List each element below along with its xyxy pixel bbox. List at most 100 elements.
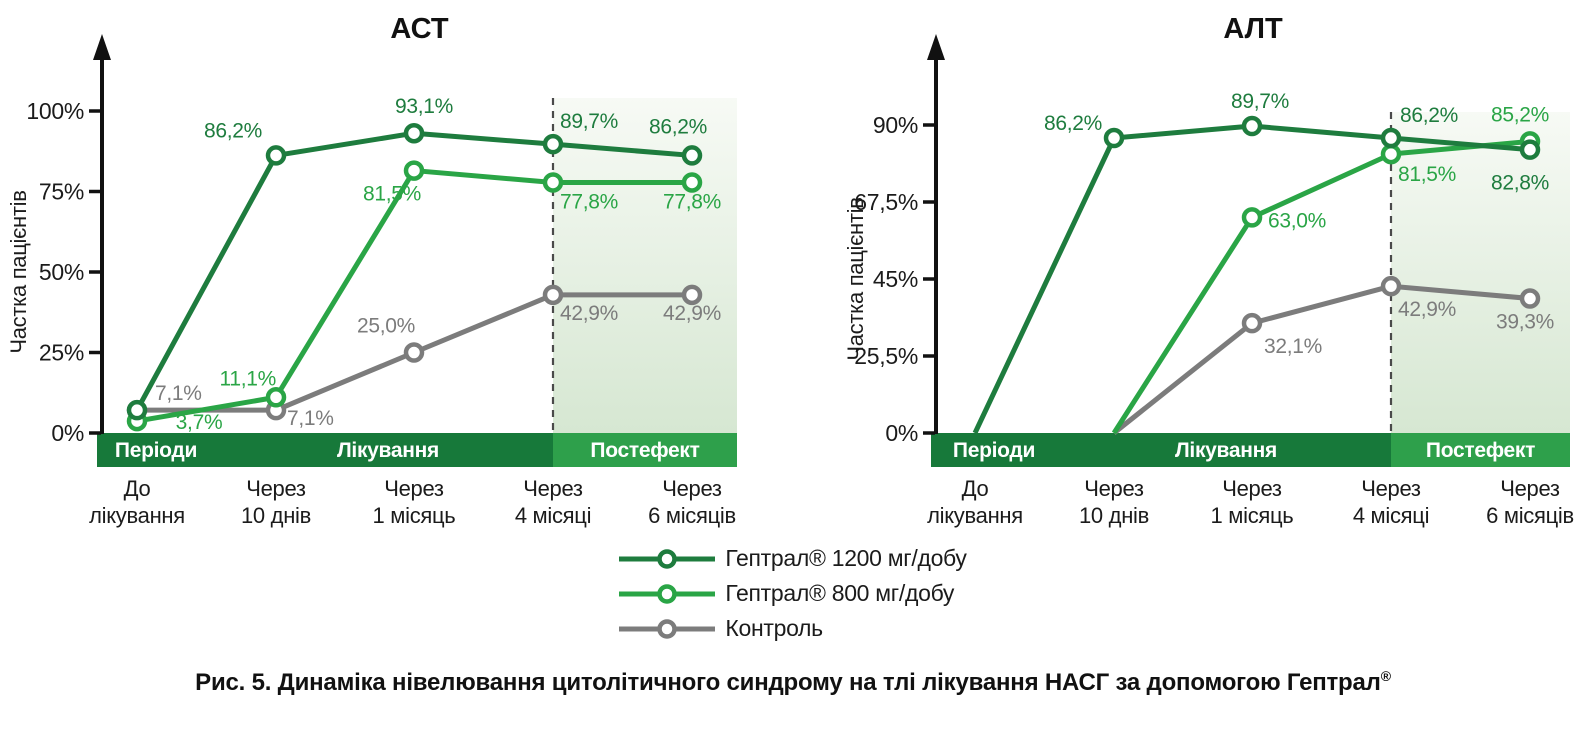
caption-text: Рис. 5. Динаміка нівелювання цитолітично… [195, 669, 1381, 696]
data-label: 39,3% [1496, 311, 1554, 334]
chart-title: АЛТ [1223, 13, 1283, 45]
data-point-marker [681, 284, 703, 306]
band-label-posteffect: Постефект [590, 439, 699, 462]
x-category-label: До [124, 476, 151, 501]
x-category-label: Через [1084, 476, 1144, 501]
legend-item-label: Гептрал® 800 мг/добу [725, 580, 955, 606]
data-point-marker [265, 145, 287, 166]
y-tick-label: 0% [885, 420, 918, 446]
data-point-marker [542, 133, 564, 155]
x-category-label: 10 днів [241, 503, 311, 528]
legend-sample-marker [657, 583, 678, 604]
data-point-marker [1519, 288, 1541, 309]
legend-sample-marker [657, 618, 678, 639]
charts-row: Періоди Лікування Постефект 86,2% 93,1% 89,7%… [6, 13, 1574, 528]
data-label: 86,2% [1400, 104, 1458, 127]
chart-ast: Періоди Лікування Постефект 86,2% 93,1% 89,7%… [6, 13, 737, 528]
legend-line-sample [619, 618, 716, 639]
x-category-label: 1 місяць [1211, 503, 1294, 528]
data-point-marker [403, 122, 425, 144]
x-category-label: Через [523, 476, 583, 501]
figure-caption: Рис. 5. Динаміка нівелювання цитолітично… [0, 668, 1586, 697]
data-label: 81,5% [363, 183, 421, 206]
y-tick-label: 50% [39, 259, 84, 285]
data-point-marker [1380, 275, 1402, 297]
x-category-label: 4 місяці [515, 503, 591, 528]
data-label: 77,8% [560, 190, 618, 213]
caption-registered-mark: ® [1380, 668, 1391, 684]
x-category-label: 4 місяці [1353, 503, 1429, 528]
legend-item-label: Контроль [725, 615, 823, 641]
band-posteffect [553, 433, 737, 467]
band-treatment [97, 433, 553, 467]
data-label: 86,2% [204, 119, 262, 142]
x-category-label: 6 місяців [648, 503, 736, 528]
data-point-marker [403, 342, 425, 363]
data-point-marker [1380, 127, 1402, 149]
legend-item-1: Гептрал® 800 мг/добу [619, 576, 954, 611]
band-label-treatment: Лікування [1175, 439, 1277, 462]
x-category-label: Через [246, 476, 306, 501]
y-tick-label: 25% [39, 340, 84, 366]
data-point-marker [681, 172, 703, 193]
y-tick-label: 100% [26, 98, 84, 124]
data-point-marker [1241, 207, 1263, 228]
x-category-label: Через [1500, 476, 1560, 501]
data-label: 93,1% [395, 95, 453, 118]
y-axis-title: Частка пацієнтів [6, 190, 31, 353]
data-point-marker [1103, 127, 1125, 149]
band-label-posteffect: Постефект [1426, 439, 1535, 462]
y-axis-arrow [93, 34, 111, 60]
data-label: 81,5% [1398, 163, 1456, 186]
data-label: 42,9% [663, 302, 721, 325]
legend-item-2: Контроль [619, 611, 823, 646]
legend-item-0: Гептрал® 1200 мг/добу [619, 541, 967, 576]
y-tick-label: 75% [39, 179, 84, 205]
legend: Гептрал® 1200 мг/добу Гептрал® 800 мг/доб… [619, 541, 967, 646]
legend-line-sample [619, 583, 716, 604]
data-label: 85,2% [1491, 103, 1549, 126]
x-category-label: Через [1361, 476, 1421, 501]
x-category-label: Через [1222, 476, 1282, 501]
data-label: 7,1% [287, 407, 334, 430]
data-point-marker [403, 160, 425, 181]
series-line-1 [1111, 138, 1531, 435]
chart-alt: Періоди Лікування Постефект 86,2% 89,7% 86,2%… [843, 13, 1574, 528]
x-category-label: лікування [89, 503, 185, 528]
data-point-marker [265, 387, 287, 408]
data-label: 86,2% [649, 115, 707, 138]
data-point-marker [1241, 115, 1263, 137]
y-tick-label: 90% [873, 112, 918, 138]
legend-line-sample [619, 548, 716, 569]
band-label-periods: Періоди [115, 439, 197, 462]
posteffect-region [1391, 112, 1570, 433]
y-axis-title: Частка пацієнтів [843, 197, 868, 360]
x-category-label: лікування [927, 503, 1023, 528]
data-point-marker [1519, 139, 1541, 160]
chart-title: АСТ [390, 13, 448, 45]
data-label: 11,1% [220, 367, 277, 390]
x-category-label: До [962, 476, 989, 501]
data-point-marker [1241, 312, 1263, 334]
band-label-treatment: Лікування [337, 439, 439, 462]
data-label: 7,1% [155, 382, 202, 405]
legend-sample-marker [657, 548, 678, 569]
x-category-label: 10 днів [1079, 503, 1149, 528]
y-tick-label: 25,5% [854, 343, 918, 369]
data-point-marker [681, 145, 703, 166]
series-line-2 [1112, 283, 1531, 435]
band-posteffect [1391, 433, 1570, 467]
data-label: 42,9% [560, 302, 618, 325]
data-label: 89,7% [560, 110, 618, 133]
data-point-marker [1380, 143, 1402, 165]
data-label: 86,2% [1044, 112, 1102, 135]
data-label: 82,8% [1491, 172, 1549, 195]
data-label: 77,8% [663, 190, 721, 213]
data-label: 42,9% [1398, 298, 1456, 321]
y-tick-label: 45% [873, 266, 918, 292]
y-tick-label: 67,5% [854, 189, 918, 215]
x-category-label: Через [384, 476, 444, 501]
band-label-periods: Періоди [953, 439, 1035, 462]
x-category-label: 6 місяців [1486, 503, 1574, 528]
